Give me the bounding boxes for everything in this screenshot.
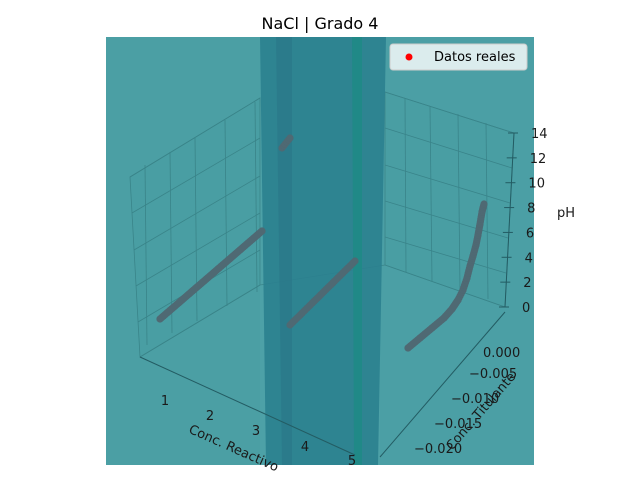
data-curve-mid xyxy=(287,258,358,328)
z-tick-label: 14 xyxy=(531,127,548,142)
x-axis-line xyxy=(139,356,356,456)
gridline xyxy=(384,164,511,204)
y-tick-label: 0.000 xyxy=(483,346,520,361)
surface-sheets xyxy=(260,37,386,465)
gridline xyxy=(384,91,515,134)
x-tick-label: 1 xyxy=(161,394,169,409)
y-tick-label: −0.015 xyxy=(434,417,482,432)
data-points xyxy=(156,134,488,352)
y-tick-label: −0.005 xyxy=(469,367,517,382)
gridline xyxy=(144,164,148,346)
gridline xyxy=(254,101,258,293)
x-tick-label: 3 xyxy=(252,424,260,439)
surface-sheet-edge xyxy=(352,37,362,465)
gridline xyxy=(224,119,228,307)
gridline xyxy=(384,236,507,274)
data-curve-right xyxy=(404,296,462,352)
y-tick-label: −0.010 xyxy=(451,392,499,407)
gridline xyxy=(139,284,261,358)
surface-facet-right xyxy=(380,37,534,465)
data-point xyxy=(286,134,294,142)
x-tick-label: 2 xyxy=(206,409,214,424)
y-axis-ticks: 0.000 −0.005 −0.010 −0.015 −0.020 xyxy=(414,346,520,457)
gridline xyxy=(404,97,407,273)
chart-title: NaCl | Grado 4 xyxy=(262,14,379,33)
y-tick-label: −0.020 xyxy=(414,442,462,457)
gridline xyxy=(169,151,173,334)
z-tick-label: 10 xyxy=(528,177,545,192)
z-tick-label: 0 xyxy=(522,301,530,316)
gridline xyxy=(457,113,461,291)
x-tick-label: 5 xyxy=(348,454,356,469)
x-axis-ticks: 1 2 3 4 5 xyxy=(161,394,356,469)
gridline xyxy=(129,97,261,178)
data-curve-left xyxy=(156,227,266,323)
gridline xyxy=(131,137,261,214)
z-axis-label: pH xyxy=(557,206,575,221)
z-axis-ticks: 0 2 4 6 8 10 12 14 xyxy=(499,127,548,316)
y-axis-line xyxy=(379,311,506,458)
z-tick-label: 6 xyxy=(526,226,534,241)
gridline xyxy=(429,105,433,282)
gridline xyxy=(485,122,489,300)
legend-marker xyxy=(405,53,413,61)
legend-box xyxy=(389,43,528,71)
legend-label: Datos reales xyxy=(434,50,516,65)
z-tick-label: 12 xyxy=(530,152,547,167)
gridline xyxy=(384,264,506,308)
data-point xyxy=(480,200,488,208)
x-tick-label: 4 xyxy=(301,440,309,455)
z-tick-label: 4 xyxy=(525,251,533,266)
z-tick-label: 8 xyxy=(527,202,535,217)
gridline xyxy=(135,212,261,287)
z-tick-label: 2 xyxy=(523,276,531,291)
gridline xyxy=(384,127,513,169)
z-axis-line xyxy=(504,132,515,308)
surface-facet-left xyxy=(106,37,260,465)
gridline xyxy=(133,175,261,251)
legend: Datos reales xyxy=(389,43,528,71)
axis-lines xyxy=(139,132,515,458)
